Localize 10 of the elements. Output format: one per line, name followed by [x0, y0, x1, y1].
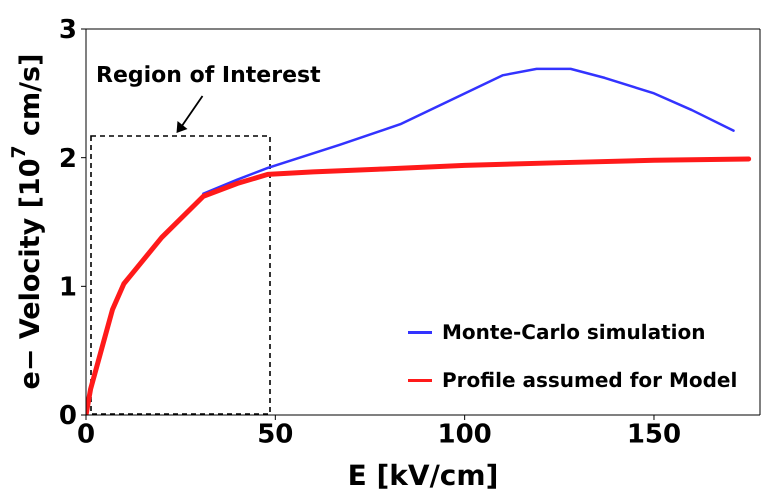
annotation: Region of Interest	[96, 63, 322, 88]
y-tick-label: 1	[58, 272, 77, 303]
x-tick-label: 100	[438, 419, 492, 450]
legend-label: Profile assumed for Model	[442, 368, 738, 392]
y-tick-label: 2	[58, 144, 77, 174]
y-tick-label: 3	[58, 15, 77, 46]
x-tick-label: 150	[626, 419, 682, 450]
x-tick-label: 50	[257, 419, 294, 450]
x-axis-title: E [kV/cm]	[348, 459, 498, 492]
legend-label: Monte-Carlo simulation	[442, 320, 706, 344]
